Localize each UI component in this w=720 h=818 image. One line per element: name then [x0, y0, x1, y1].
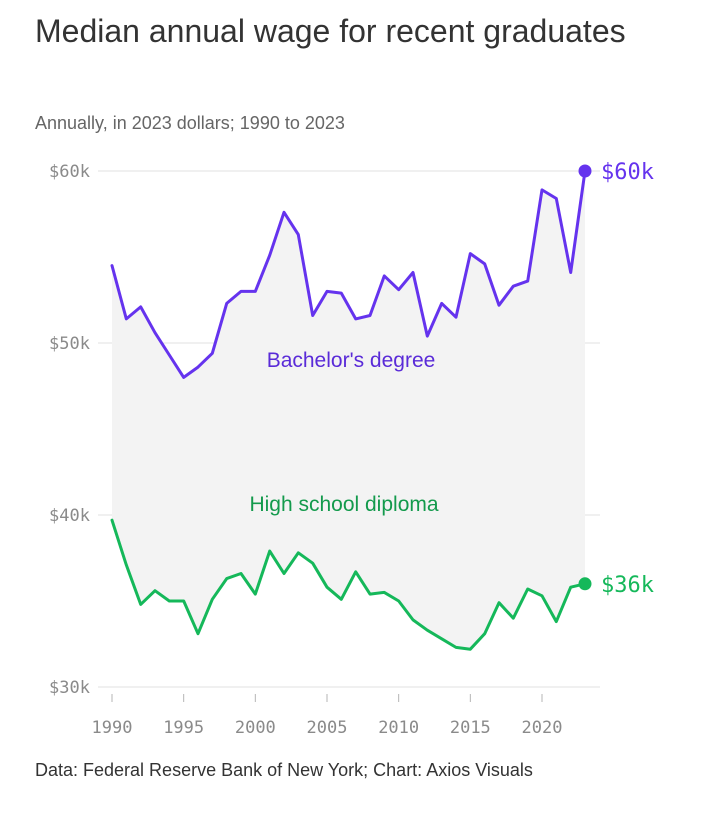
chart-subtitle: Annually, in 2023 dollars; 1990 to 2023 — [35, 113, 345, 133]
bachelor-s-degree-end-marker — [578, 164, 592, 178]
high-school-diploma-end-marker — [578, 577, 592, 591]
y-tick-label: $60k — [49, 162, 90, 182]
series-labels: $60k $36k Bachelor's degree High school dip… — [249, 160, 654, 598]
chart-title: Median annual wage for recent graduates — [35, 13, 626, 49]
bachelor-s-degree-end-label: $60k — [601, 160, 654, 185]
gap-shading — [112, 171, 585, 650]
x-tick-label: 2020 — [522, 718, 563, 738]
bachelor-s-degree-line — [110, 169, 587, 379]
y-tick-label: $30k — [49, 678, 90, 698]
x-axis-ticks: 1990 1995 2000 2005 2010 2015 2020 — [92, 694, 563, 738]
x-tick-label: 1990 — [92, 718, 133, 738]
source-note: Data: Federal Reserve Bank of New York; … — [35, 760, 533, 780]
y-tick-label: $50k — [49, 334, 90, 354]
high-school-diploma-end-label: $36k — [601, 573, 654, 598]
high-school-diploma-label: High school diploma — [249, 493, 438, 516]
high-school-diploma-line — [110, 518, 587, 651]
x-tick-label: 2015 — [450, 718, 491, 738]
bachelor-s-degree-label: Bachelor's degree — [267, 349, 436, 372]
series-lines — [110, 164, 592, 651]
x-tick-label: 2005 — [307, 718, 348, 738]
x-tick-label: 2010 — [378, 718, 419, 738]
y-axis-ticks: $60k $50k $40k $30k — [49, 162, 90, 698]
x-tick-label: 2000 — [235, 718, 276, 738]
x-tick-label: 1995 — [163, 718, 204, 738]
y-tick-label: $40k — [49, 506, 90, 526]
